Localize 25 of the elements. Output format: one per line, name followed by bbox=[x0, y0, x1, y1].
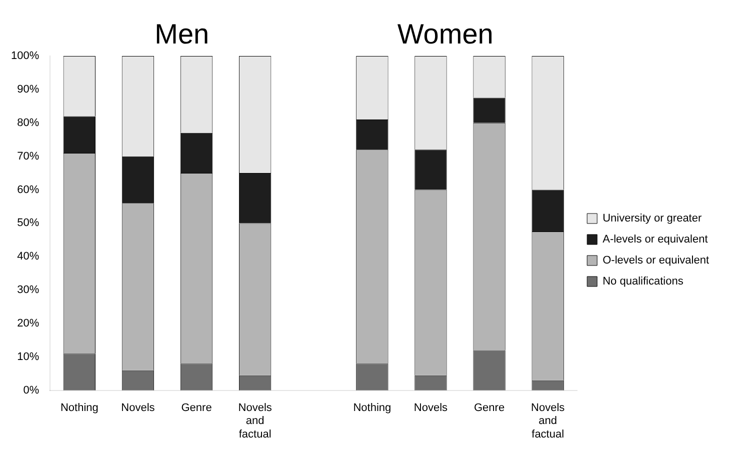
y-tick-label: 10% bbox=[17, 350, 40, 363]
y-tick-label: 60% bbox=[17, 184, 40, 196]
x-tick-label: Novels bbox=[414, 402, 448, 414]
y-tick-label: 20% bbox=[17, 318, 40, 330]
text: Men bbox=[154, 18, 210, 50]
y-tick-label: 70% bbox=[17, 150, 40, 162]
text: Women bbox=[397, 18, 494, 50]
x-tick-label: Nothing bbox=[60, 402, 98, 414]
y-tick-label: 80% bbox=[17, 116, 40, 129]
legend-label: No qualifications bbox=[602, 276, 684, 288]
y-tick-label: 40% bbox=[17, 250, 40, 263]
x-tick-label: Genre bbox=[181, 402, 212, 414]
x-tick-label: Nothing bbox=[353, 402, 392, 414]
legend-label: A-levels or equivalent bbox=[602, 234, 708, 246]
x-tick-label: Novels and factual bbox=[531, 402, 566, 440]
y-tick-label: 90% bbox=[17, 83, 40, 96]
legend-label: O-levels or equivalent bbox=[602, 254, 710, 267]
x-tick-label: Novels bbox=[121, 402, 156, 414]
y-tick-label: 30% bbox=[17, 284, 40, 296]
legend-label: University or greater bbox=[602, 212, 702, 225]
y-tick-label: 0% bbox=[23, 384, 40, 396]
x-tick-label: Genre bbox=[474, 402, 505, 414]
x-tick-label: Novels and factual bbox=[238, 402, 272, 440]
y-tick-label: 50% bbox=[17, 217, 40, 230]
y-tick-label: 100% bbox=[10, 50, 40, 62]
